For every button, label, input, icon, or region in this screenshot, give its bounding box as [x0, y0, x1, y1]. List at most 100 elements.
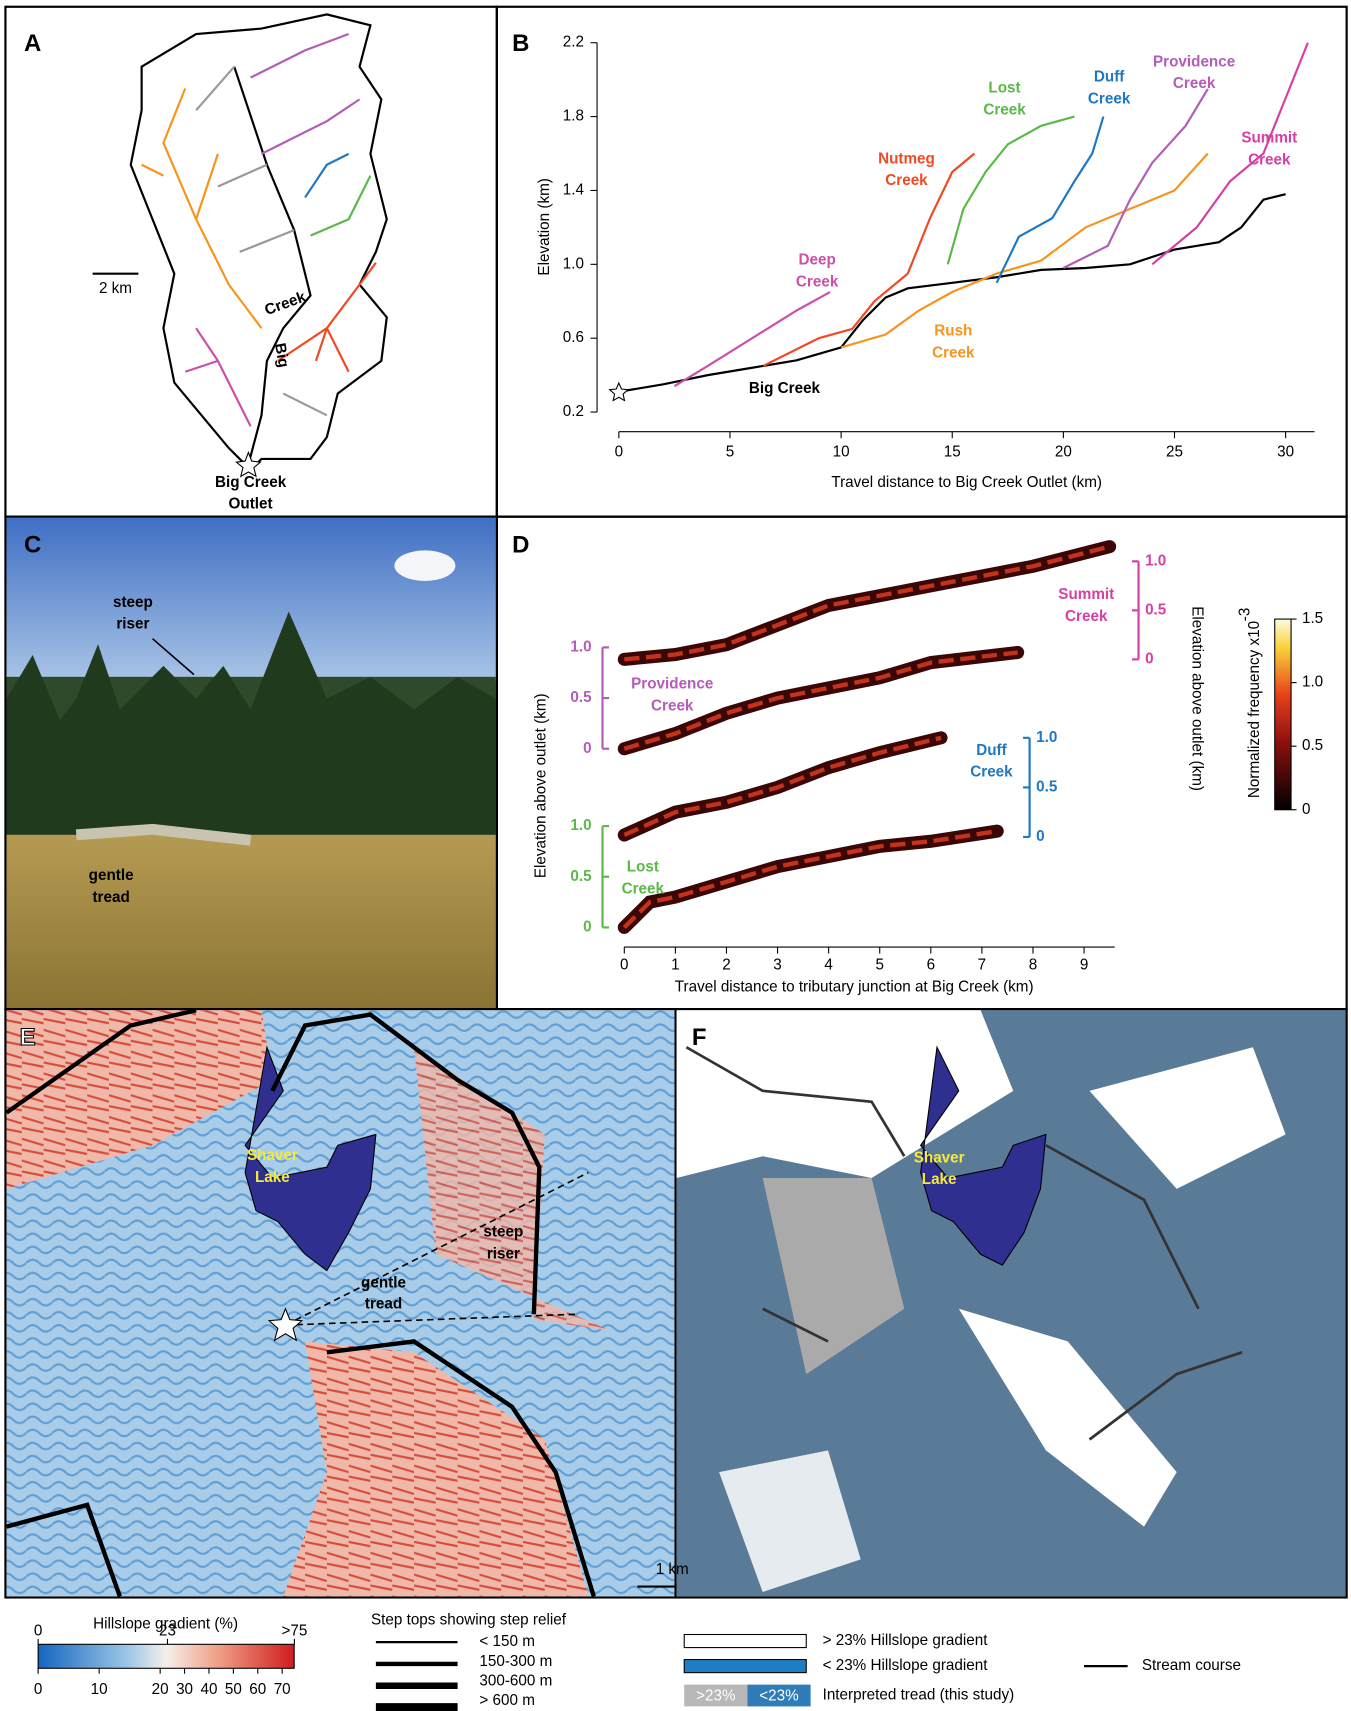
x-tick-label: 0 [615, 443, 623, 460]
colorbar-tick-label: 1.0 [1302, 674, 1323, 691]
creek-label: Creek [970, 764, 1013, 781]
y-tick-label: 1.0 [570, 817, 591, 834]
creek-profile [618, 193, 1286, 393]
x-tick-label: 5 [875, 957, 883, 974]
map-label: tread [365, 1295, 402, 1312]
profile-core [623, 735, 942, 837]
y-tick-label: 0.5 [1145, 601, 1167, 618]
map-label: riser [487, 1245, 520, 1262]
x-tick-label: 20 [1055, 443, 1072, 460]
scale-bar-label: 1 km [656, 1561, 689, 1578]
y-tick-label: 0.2 [563, 403, 584, 420]
creek-label: Lost [627, 859, 659, 876]
creek-label: Providence [1153, 53, 1235, 70]
creek-profile [762, 152, 976, 367]
legend-entry: Interpreted tread (this study) [823, 1687, 1015, 1704]
legend-entry: >23% [696, 1688, 736, 1705]
x-tick-label: 15 [944, 443, 961, 460]
photo-label: riser [116, 616, 149, 633]
outlet-star [608, 381, 630, 402]
x-tick-label: 8 [1029, 957, 1037, 974]
gradient-tick-label: 0 [34, 1681, 42, 1698]
panel-a [92, 13, 388, 478]
legend-title: Step tops showing step relief [371, 1611, 567, 1628]
creek-label: Creek [1248, 151, 1291, 168]
creek-label: Creek [885, 172, 928, 189]
lake-label: Shaver [914, 1149, 965, 1166]
stream-label: Big [271, 342, 292, 369]
panel-label: C [24, 531, 41, 558]
y-axis-title: Elevation above outlet (km) [533, 693, 550, 878]
colorbar-exponent: -3 [1236, 608, 1253, 622]
x-tick-label: 10 [833, 443, 850, 460]
gradient-tick-label: 70 [274, 1681, 291, 1698]
x-tick-label: 30 [1277, 443, 1294, 460]
creek-profile [995, 116, 1105, 284]
creek-label: Summit [1241, 130, 1297, 147]
creek-profile [946, 115, 1075, 265]
x-tick-label: 2 [722, 957, 730, 974]
colorbar-title: Normalized frequency x10 [1246, 621, 1263, 798]
creek-profile [1062, 88, 1209, 269]
gradient-tick-label: 30 [176, 1681, 193, 1698]
legend-entry: <23% [759, 1688, 799, 1705]
y-tick-label: 1.0 [1036, 729, 1057, 746]
legend-entry: > 600 m [479, 1692, 535, 1709]
x-axis-title: Travel distance to Big Creek Outlet (km) [831, 474, 1102, 491]
creek-label: Rush [934, 322, 972, 339]
creek-label: Duff [976, 742, 1007, 759]
panel-f-map [676, 1010, 1346, 1597]
frames [4, 5, 1348, 1599]
x-tick-label: 4 [824, 957, 833, 974]
x-tick-label: 6 [927, 957, 935, 974]
y-tick-label: 0.5 [570, 689, 592, 706]
y-tick-label: 0.5 [1036, 778, 1058, 795]
profile-core [623, 650, 1018, 751]
gradient-tick-label: 23 [159, 1622, 176, 1639]
lake-label: Lake [255, 1169, 290, 1186]
map-label: steep [483, 1224, 523, 1241]
creek-label: Creek [1173, 75, 1216, 92]
profile-core [624, 544, 1111, 662]
gradient-tick-label: 60 [249, 1681, 266, 1698]
y-tick-label: 0.5 [570, 868, 592, 885]
colorbar [1274, 618, 1292, 811]
gradient-tick-label: 0 [34, 1622, 42, 1639]
creek-label: Big Creek [749, 380, 821, 397]
creek-label: Providence [631, 675, 713, 692]
legend-entry: < 150 m [479, 1633, 535, 1650]
x-tick-label: 7 [978, 957, 986, 974]
x-tick-label: 3 [773, 957, 781, 974]
photo-label: tread [92, 889, 129, 906]
legend-entry: Stream course [1142, 1657, 1241, 1674]
profile-core [622, 828, 998, 929]
x-tick-label: 5 [726, 443, 734, 460]
panel-label: B [512, 30, 529, 57]
colorbar-tick-label: 1.5 [1302, 610, 1323, 627]
creek-label: Creek [622, 880, 665, 897]
creek-profile [840, 152, 1209, 349]
y-tick-label: 1.4 [563, 181, 585, 198]
colorbar-tick-label: 0 [1302, 801, 1310, 818]
y-tick-label: 1.8 [563, 108, 584, 125]
x-tick-label: 0 [620, 957, 628, 974]
creek-label: Lost [988, 80, 1020, 97]
legend-entry: 300-600 m [479, 1672, 552, 1689]
lake-label: Shaver [247, 1147, 298, 1164]
creek-label: Summit [1058, 586, 1114, 603]
creek-profile [1151, 42, 1309, 266]
y-tick-label: 0 [583, 918, 591, 935]
y-tick-label: 1.0 [570, 638, 591, 655]
gradient-tick-label: 10 [91, 1681, 108, 1698]
legend-entry: < 23% Hillslope gradient [823, 1657, 989, 1674]
creek-label: Nutmeg [878, 150, 935, 167]
panel-c-photo [6, 517, 496, 1009]
y-tick-label: 1.0 [1145, 552, 1166, 569]
outlet-label: Big Creek [215, 474, 287, 491]
y-tick-label: 2.2 [563, 34, 584, 51]
creek-profile [673, 291, 831, 388]
panel-label: D [512, 531, 529, 558]
gradient-tick-label: >75 [281, 1622, 307, 1639]
